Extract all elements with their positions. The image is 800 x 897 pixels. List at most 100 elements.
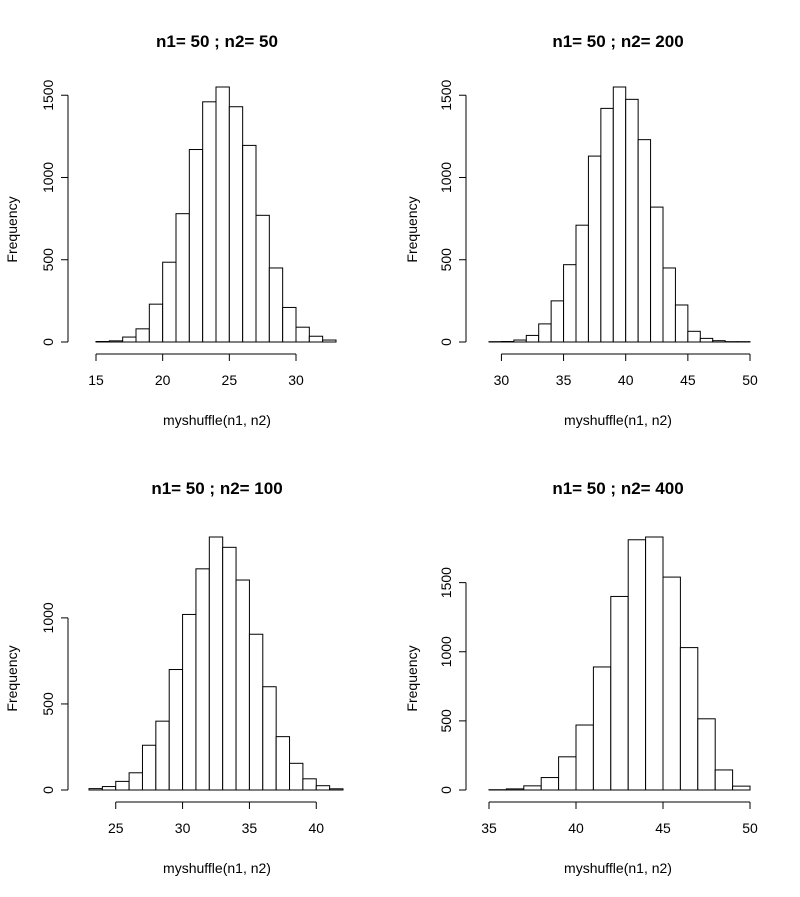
histogram-bar [215,86,230,343]
histogram-bar [627,539,647,791]
y-tick-label: 1000 [40,602,56,633]
histogram-bar [712,340,726,343]
y-tick-label: 500 [438,248,454,272]
x-tick-label: 30 [288,372,304,388]
histogram-bar [650,206,664,343]
histogram-bar [679,647,699,791]
histogram-bar [697,718,716,791]
histogram-bar [141,744,157,791]
histogram-bar [135,328,150,343]
histogram-bar [108,340,124,343]
y-axis-label: Frequency [404,645,420,711]
histogram-bar [195,568,210,791]
x-axis-label: myshuffle(n1, n2) [564,412,672,428]
y-tick-label: 500 [40,692,56,716]
histogram-bar [262,686,277,791]
y-axis-label: Frequency [404,196,420,262]
x-axis-label: myshuffle(n1, n2) [564,860,672,876]
histogram-bar [732,785,751,791]
x-tick-label: 45 [680,372,696,388]
histogram-bar [625,98,639,343]
histogram-bar [275,736,291,791]
y-axis-label: Frequency [4,196,20,262]
histogram-bar [162,261,177,343]
y-tick-label: 1500 [40,79,56,110]
x-tick-label: 50 [742,820,758,836]
y-tick-label: 500 [438,709,454,733]
histogram-bar [88,788,103,791]
x-axis-label: myshuffle(n1, n2) [163,860,271,876]
histogram-bar [505,788,525,791]
histogram-bar [600,107,614,343]
histogram-bar [637,139,652,343]
chart-title: n1= 50 ; n2= 100 [151,479,282,498]
histogram-bar [168,669,184,791]
histogram-bar [662,267,676,343]
histogram-bar [302,778,317,791]
histogram-bar [610,595,629,791]
histogram-bar [175,213,190,343]
histogram-bar [550,300,565,343]
y-tick-label: 0 [40,786,56,794]
histogram-bar [122,336,137,343]
y-tick-label: 500 [40,248,56,272]
histogram-bar [587,155,602,343]
chart-title: n1= 50 ; n2= 400 [552,479,683,498]
histogram-bar [558,756,577,791]
histogram-bar [315,785,331,791]
y-tick-label: 1000 [438,162,454,193]
y-tick-label: 1000 [438,636,454,667]
x-tick-label: 40 [568,820,584,836]
y-tick-label: 0 [438,338,454,346]
histogram-bar [289,762,304,791]
x-tick-label: 35 [242,820,258,836]
histogram-bar [538,323,552,343]
histogram-bar [235,579,250,791]
x-tick-label: 20 [155,372,171,388]
histogram-bar [525,334,540,343]
x-tick-label: 45 [655,820,671,836]
histogram-bar [563,264,577,343]
histogram-bar [248,633,264,791]
x-tick-label: 40 [308,820,324,836]
x-tick-label: 30 [175,820,191,836]
histogram-bar [322,339,337,343]
chart-title: n1= 50 ; n2= 50 [156,32,278,51]
x-tick-label: 30 [494,372,510,388]
y-tick-label: 0 [438,786,454,794]
x-tick-label: 50 [742,372,758,388]
histogram-bar [329,788,344,791]
histogram-bar [182,613,197,791]
histogram-bar [282,306,297,343]
chart-title: n1= 50 ; n2= 200 [552,32,683,51]
x-tick-label: 15 [88,372,104,388]
histogram-bar [699,337,714,343]
histogram-bar [295,326,310,343]
histogram-bar [592,666,612,791]
histogram-bar [155,720,170,791]
x-tick-label: 35 [556,372,572,388]
histogram-panel-n2-50: n1= 50 ; n2= 50 15 20 25 30 0 500 1000 1500 myshu… [4,32,337,428]
histogram-bar [268,267,284,343]
histogram-bar [148,303,164,343]
histogram-panel-n2-100: n1= 50 ; n2= 100 25 30 35 40 0 500 1000 myshuffl… [4,479,344,876]
y-axis-label: Frequency [4,645,20,711]
x-axis-label: myshuffle(n1, n2) [163,412,271,428]
histogram-bar [202,101,217,343]
y-tick-label: 1500 [438,79,454,110]
histogram-bar [242,144,257,343]
y-tick-label: 1000 [40,162,56,193]
histogram-bar [208,536,224,791]
histogram-bar [513,339,527,343]
x-tick-label: 35 [481,820,497,836]
histogram-bar [575,224,589,343]
histogram-bar [612,86,627,343]
histogram-bar [255,214,270,343]
histogram-bar [128,772,143,791]
histogram-bar [523,785,542,791]
histogram-bar [188,149,204,343]
histogram-bar [101,786,117,791]
